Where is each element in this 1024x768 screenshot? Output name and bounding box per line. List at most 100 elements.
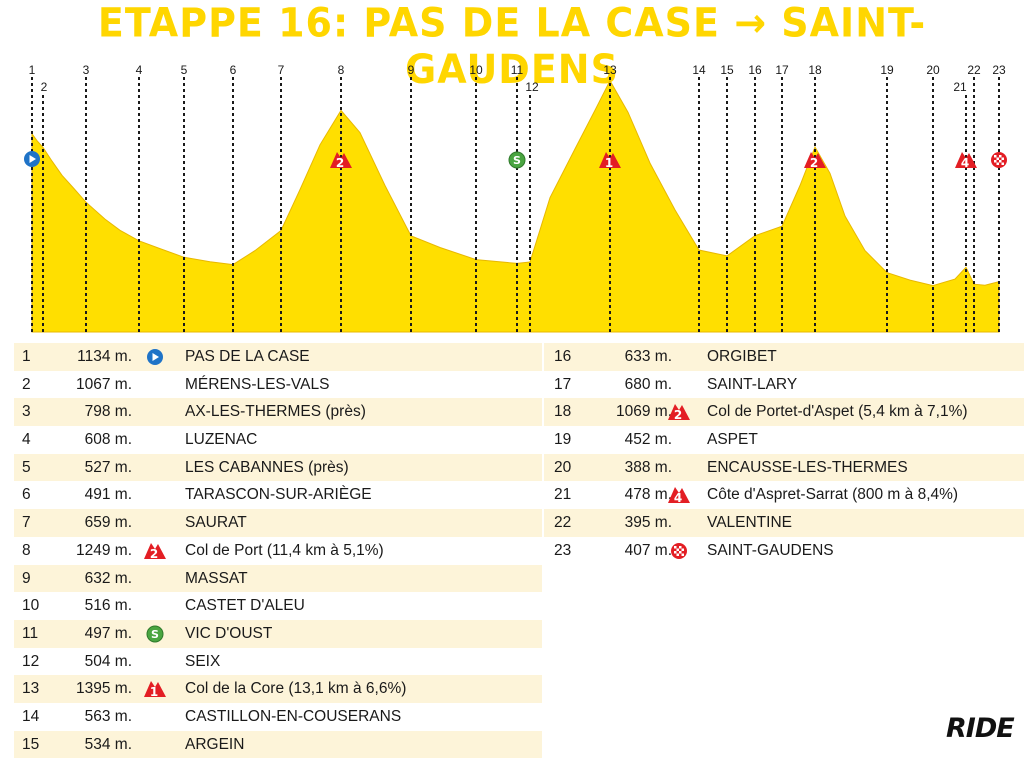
sprint-marker-11: S: [508, 151, 526, 169]
climb-1-marker-1: 1: [144, 681, 166, 699]
waypoint-number: 6: [22, 486, 31, 504]
no-icon: [144, 398, 166, 426]
waypoint-row-7: 7 659 m. SAURAT: [14, 509, 542, 537]
climb-4-marker-1: 4: [668, 487, 690, 505]
waypoint-name: SAINT-LARY: [707, 375, 798, 393]
svg-text:1: 1: [605, 156, 613, 170]
waypoint-altitude: 659 m.: [84, 514, 132, 532]
waypoint-number: 8: [22, 541, 31, 559]
checkpoint-label-7: 7: [278, 63, 285, 77]
stage-title: ETAPPE 16: PAS DE LA CASE → SAINT-GAUDEN…: [97, 0, 927, 93]
checkpoint-label-9: 9: [408, 63, 415, 77]
checkpoint-label-15: 15: [720, 63, 734, 77]
checkpoint-label-16: 16: [748, 63, 762, 77]
waypoint-altitude: 1069 m.: [615, 403, 672, 421]
waypoint-name: PAS DE LA CASE: [185, 348, 310, 365]
waypoint-row-8: 8 1249 m. 2 Col de Port (11,4 km à 5,1%): [14, 537, 542, 565]
ride-logo: RIDE: [946, 713, 1015, 744]
no-icon: [668, 454, 690, 482]
waypoint-name: ARGEIN: [185, 735, 245, 753]
waypoint-altitude: 1249 m.: [75, 541, 132, 559]
waypoint-altitude: 1395 m.: [75, 680, 132, 698]
no-icon: [144, 371, 166, 399]
waypoint-altitude: 1067 m.: [75, 375, 132, 393]
svg-text:2: 2: [336, 156, 344, 170]
finish-marker-23: [991, 152, 1007, 168]
waypoint-name: TARASCON-SUR-ARIÈGE: [185, 486, 372, 504]
waypoint-name: ORGIBET: [707, 348, 777, 365]
checkpoint-label-3: 3: [83, 63, 90, 77]
waypoint-row-4: 4 608 m. LUZENAC: [14, 426, 542, 454]
waypoint-row-14: 14 563 m. CASTILLON-EN-COUSERANS: [14, 703, 542, 731]
start-marker-1: [147, 348, 163, 365]
finish-marker-1: [671, 542, 687, 559]
waypoint-number: 3: [22, 403, 31, 421]
no-icon: [144, 648, 166, 676]
waypoint-altitude: 504 m.: [84, 652, 132, 670]
waypoint-number: 10: [22, 597, 40, 615]
svg-text:4: 4: [674, 491, 682, 505]
waypoint-name: Col de Port (11,4 km à 5,1%): [185, 541, 384, 559]
waypoint-altitude: 798 m.: [84, 403, 132, 421]
finish-icon: [668, 537, 690, 565]
waypoint-altitude: 388 m.: [624, 458, 672, 476]
waypoint-number: 14: [22, 707, 40, 725]
waypoint-number: 16: [554, 348, 572, 365]
waypoint-number: 22: [554, 514, 572, 532]
waypoint-row-17: 17 680 m. SAINT-LARY: [544, 371, 1024, 399]
climb-4-icon: 4: [668, 481, 690, 509]
climb-4-marker-21: 4: [955, 152, 977, 170]
svg-text:S: S: [151, 628, 159, 641]
no-icon: [144, 481, 166, 509]
checkpoint-label-12: 12: [525, 80, 539, 94]
no-icon: [668, 343, 690, 371]
waypoint-name: AX-LES-THERMES (près): [185, 403, 366, 421]
checkpoint-label-5: 5: [181, 63, 188, 77]
waypoint-altitude: 407 m.: [624, 541, 672, 559]
waypoint-name: Côte d'Aspret-Sarrat (800 m à 8,4%): [707, 486, 959, 504]
no-icon: [144, 592, 166, 620]
waypoint-name: CASTILLON-EN-COUSERANS: [185, 707, 402, 725]
profile-area: [31, 79, 1000, 333]
waypoint-altitude: 1134 m.: [77, 348, 132, 365]
waypoint-altitude: 395 m.: [624, 514, 672, 532]
no-icon: [144, 703, 166, 731]
waypoint-number: 5: [22, 458, 31, 476]
waypoint-altitude: 497 m.: [84, 624, 132, 642]
waypoint-number: 1: [22, 348, 31, 365]
waypoint-number: 2: [22, 375, 31, 393]
start-marker-1: [24, 151, 40, 167]
checkpoint-label-1: 1: [29, 63, 36, 77]
checkpoint-label-20: 20: [926, 63, 940, 77]
waypoint-name: LUZENAC: [185, 431, 258, 449]
no-icon: [144, 509, 166, 537]
sprint-marker-1: S: [146, 625, 164, 643]
sprint-icon: S: [144, 620, 166, 648]
svg-text:2: 2: [810, 156, 818, 170]
waypoint-name: SEIX: [185, 652, 221, 670]
checkpoint-label-10: 10: [469, 63, 483, 77]
waypoint-name: MÉRENS-LES-VALS: [185, 375, 330, 393]
waypoint-number: 21: [554, 486, 572, 504]
waypoint-number: 9: [22, 569, 31, 587]
checkpoint-label-11: 11: [511, 63, 524, 77]
waypoint-name: VIC D'OUST: [185, 624, 273, 642]
waypoint-number: 17: [554, 375, 572, 393]
svg-text:2: 2: [150, 547, 158, 561]
checkpoint-label-14: 14: [692, 63, 706, 77]
waypoint-row-1: 1 1134 m. PAS DE LA CASE: [14, 343, 542, 371]
waypoint-row-20: 20 388 m. ENCAUSSE-LES-THERMES: [544, 453, 1024, 482]
checkpoint-label-13: 13: [603, 63, 617, 77]
waypoint-row-21: 21 478 m. 4 Côte d'Aspret-Sarrat (800 m à 8…: [544, 481, 1024, 509]
climb-2-marker-1: 2: [668, 404, 690, 422]
waypoint-number: 4: [22, 431, 31, 449]
climb-1-marker-13: 1: [599, 152, 621, 170]
waypoint-row-22: 22 395 m. VALENTINE: [544, 509, 1024, 537]
checkpoint-label-17: 17: [775, 63, 789, 77]
climb-2-icon: 2: [144, 537, 166, 565]
waypoint-name: MASSAT: [185, 569, 248, 587]
waypoint-row-6: 6 491 m. TARASCON-SUR-ARIÈGE: [14, 481, 542, 509]
waypoint-number: 15: [22, 735, 40, 753]
waypoint-altitude: 632 m.: [84, 569, 132, 587]
